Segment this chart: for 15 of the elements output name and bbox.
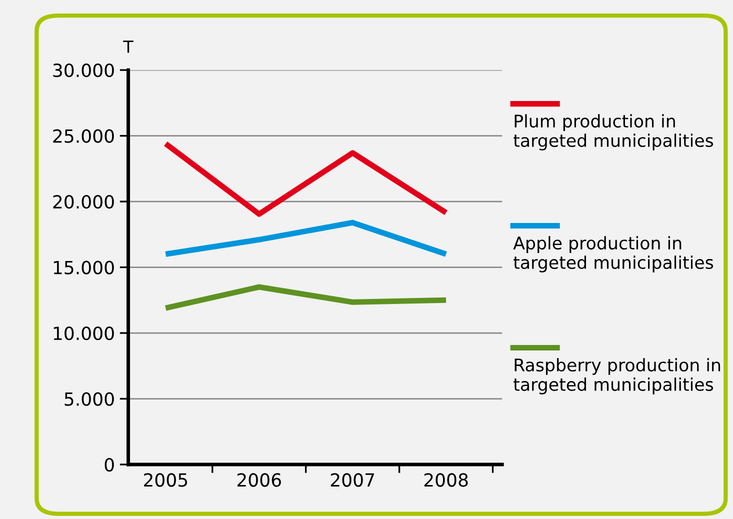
x-tick-label: 2007 (330, 473, 374, 487)
y-tick-label: 5.000 (64, 392, 114, 406)
legend-label: Apple production in targeted municipalities (513, 236, 714, 272)
y-tick-label: 0 (104, 458, 114, 472)
y-tick-label: 25.000 (53, 129, 114, 143)
legend-label: Plum production in targeted municipalities (514, 114, 714, 150)
legend-label: Raspberry production in targeted municipalities (514, 358, 720, 394)
x-tick-label: 2006 (237, 473, 281, 487)
x-tick-label: 2008 (424, 473, 468, 487)
y-tick-label: 10.000 (54, 326, 114, 340)
y-tick-label: 30.000 (53, 64, 114, 78)
y-tick-label: 20.000 (53, 195, 114, 209)
x-tick-label: 2005 (144, 473, 188, 487)
y-axis-title: T (123, 40, 134, 53)
y-tick-label: 15.000 (54, 260, 114, 274)
